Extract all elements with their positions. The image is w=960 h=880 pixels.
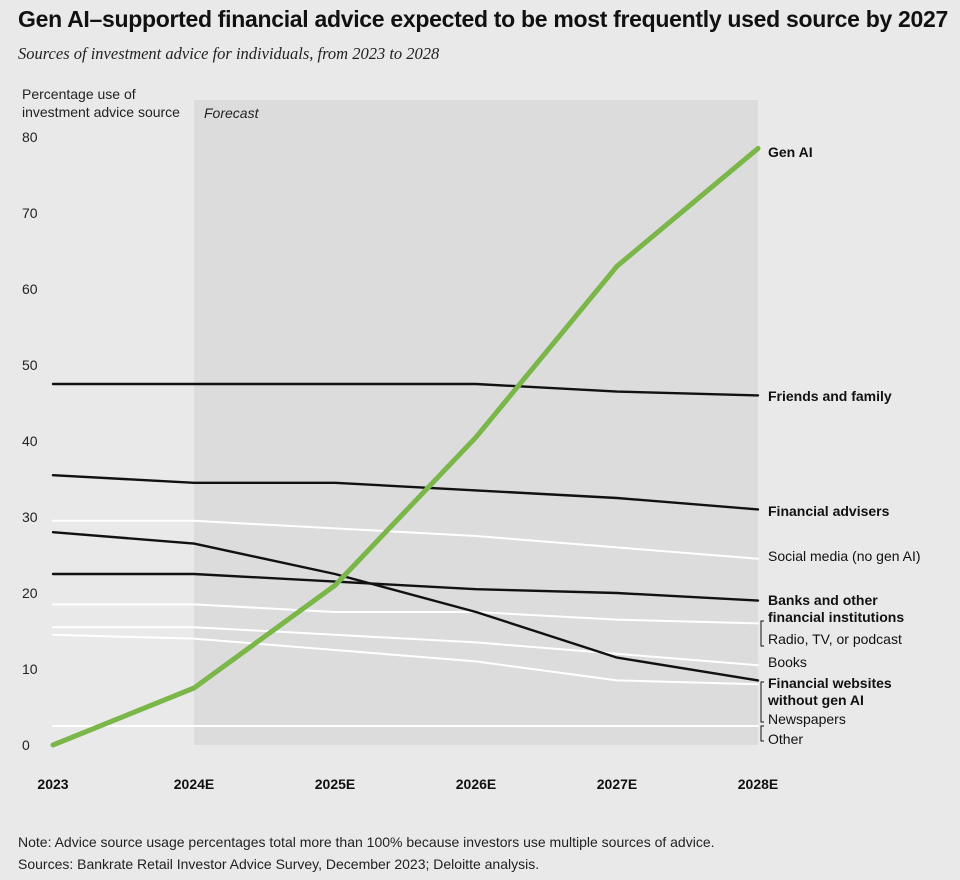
series-label-banks-and-other-financial-institutions: Banks and other [768,592,878,608]
line-books [52,626,759,667]
series-label-newspapers: Newspapers [768,711,846,727]
x-tick-label: 2023 [37,776,68,792]
series-label-gen-ai: Gen AI [768,144,813,160]
y-tick-label: 20 [22,585,38,601]
line-banks-and-other-financial-institutions [51,572,760,602]
chart-title: Gen AI–supported financial advice expect… [18,6,949,32]
line-radio-tv-or-podcast [52,603,759,625]
line-financial-advisers [51,474,760,511]
y-tick-label: 10 [22,661,38,677]
forecast-label: Forecast [204,105,260,121]
y-axis-ticks: 0 10 20 30 40 50 60 70 80 [22,129,38,753]
x-tick-label: 2028E [738,776,778,792]
y-tick-label: 40 [22,433,38,449]
y-tick-label: 60 [22,281,38,297]
label-bracket [760,620,764,647]
y-axis-label-line-2: investment advice source [22,104,180,120]
series-label-other: Other [768,731,803,747]
line-gen-ai [50,145,761,748]
y-axis-label-line-1: Percentage use of [22,86,136,102]
line-newspapers [52,633,759,686]
line-friends-and-family [51,382,760,397]
series-label-financial-advisers: Financial advisers [768,503,890,519]
chart-notes: Note: Advice source usage percentages to… [18,831,715,875]
chart-subtitle: Sources of investment advice for individ… [18,44,440,63]
label-bracket [760,681,764,723]
label-bracket [760,725,764,742]
x-tick-label: 2026E [456,776,496,792]
note-text: Note: Advice source usage percentages to… [18,834,715,850]
series-label-financial-websites-without-gen-ai: without gen AI [767,692,864,708]
forecast-region [194,100,758,745]
series-label-financial-websites-without-gen-ai: Financial websites [768,675,892,691]
x-axis-ticks: 2023 2024E 2025E 2026E 2027E 2028E [37,776,778,792]
series-label-social-media-no-gen-ai: Social media (no gen AI) [768,548,921,564]
series-label-banks-and-other-financial-institutions: financial institutions [768,609,904,625]
y-tick-label: 70 [22,205,38,221]
sources-text: Sources: Bankrate Retail Investor Advice… [18,856,540,872]
line-financial-websites-without-gen-ai [51,531,760,682]
x-tick-label: 2027E [597,776,637,792]
x-tick-label: 2024E [174,776,214,792]
series-labels: Friends and family Financial advisers Soci… [760,144,921,747]
series-label-friends-and-family: Friends and family [768,388,892,404]
y-tick-label: 30 [22,509,38,525]
line-social-media-no-gen-ai [52,519,759,560]
y-tick-label: 0 [22,737,30,753]
series-label-books: Books [768,654,807,670]
y-tick-label: 50 [22,357,38,373]
series-lines [50,145,761,748]
x-tick-label: 2025E [315,776,355,792]
y-tick-label: 80 [22,129,38,145]
series-label-radio-tv-or-podcast: Radio, TV, or podcast [768,631,902,647]
